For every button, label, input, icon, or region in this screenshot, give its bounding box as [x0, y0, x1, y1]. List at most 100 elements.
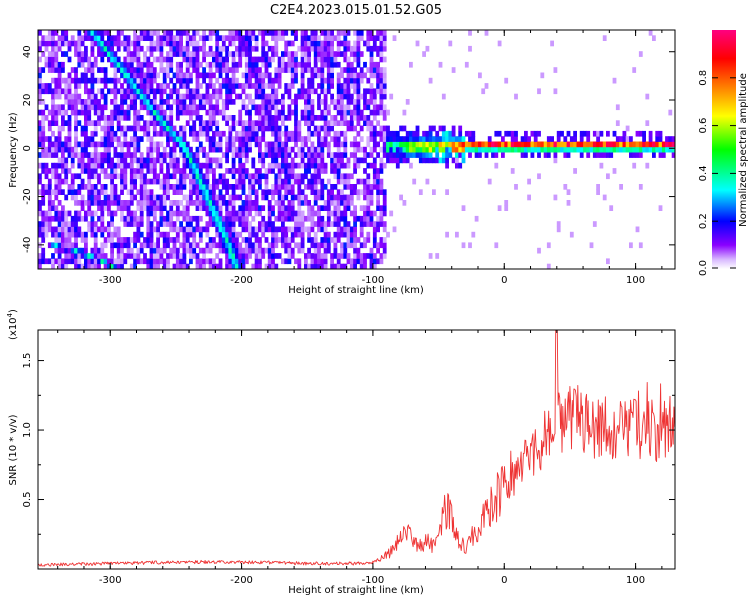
y-tick-label: 0.5: [22, 492, 33, 508]
spectrogram-cell: [218, 51, 223, 57]
spectrogram-cell: [84, 67, 88, 73]
spectrogram-cell: [212, 157, 216, 164]
spectrogram-cell: [304, 194, 308, 201]
spectrogram-cell: [143, 237, 147, 243]
spectrogram-cell: [238, 168, 243, 174]
spectrogram-cell: [228, 221, 233, 227]
spectrogram-cell: [589, 141, 594, 148]
spectrogram-cell: [258, 141, 262, 148]
spectrogram-cell: [356, 104, 361, 111]
spectrogram-cell: [330, 93, 334, 100]
spectrogram-cell: [326, 83, 331, 89]
spectrogram-cell: [317, 104, 321, 111]
spectrogram-cell: [162, 72, 167, 79]
spectrogram-cell: [100, 253, 105, 259]
spectrogram-cell: [67, 104, 72, 111]
spectrogram-cell: [61, 205, 65, 211]
spectrogram-cell: [533, 146, 538, 153]
spectrogram-cell: [57, 67, 62, 73]
spectrogram-cell: [215, 141, 220, 148]
spectrogram-cell: [304, 93, 308, 100]
spectrogram-cell: [248, 242, 252, 249]
spectrogram-cell: [261, 173, 266, 180]
spectrogram-cell: [326, 120, 331, 126]
spectrogram-cell: [445, 136, 449, 142]
spectrogram-cell: [218, 194, 223, 201]
spectrogram-cell: [54, 51, 59, 57]
spectrogram-cell: [47, 242, 52, 249]
spectrogram-cell: [244, 242, 249, 249]
spectrogram-cell: [274, 109, 279, 116]
spectrogram-cell: [87, 115, 92, 121]
spectrogram-cell: [185, 45, 190, 52]
spectrogram-cell: [553, 141, 558, 148]
spectrogram-cell: [129, 104, 134, 111]
spectrogram-cell: [218, 109, 223, 116]
spectrogram-cell: [353, 152, 357, 158]
spectrogram-cell: [198, 178, 203, 185]
spectrogram-cell: [182, 173, 187, 180]
spectrogram-cell: [113, 115, 118, 121]
spectrogram-cell: [231, 194, 236, 201]
spectrogram-cell: [100, 88, 105, 95]
spectrogram-cell: [162, 83, 167, 89]
spectrogram-cell: [67, 253, 72, 259]
spectrogram-cell: [284, 141, 289, 148]
spectrogram-cell: [244, 210, 249, 217]
spectrogram-cell: [599, 130, 604, 137]
spectrogram-cell: [152, 72, 157, 79]
spectrogram-cell: [317, 253, 321, 259]
spectrogram-cell: [658, 205, 663, 211]
spectrogram-cell: [41, 253, 46, 259]
spectrogram-cell: [349, 194, 354, 201]
spectrogram-cell: [120, 263, 124, 269]
spectrogram-cell: [57, 210, 62, 217]
spectrogram-cell: [64, 263, 69, 269]
spectrogram-cell: [47, 178, 52, 185]
spectrogram-cell: [143, 77, 147, 84]
spectrogram-cell: [149, 162, 154, 169]
spectrogram-cell: [192, 200, 197, 206]
spectrogram-cell: [284, 136, 289, 142]
spectrogram-cell: [405, 146, 410, 153]
spectrogram-cell: [146, 109, 151, 116]
spectrogram-cell: [51, 109, 55, 116]
spectrogram-cell: [300, 30, 305, 36]
spectrogram-cell: [156, 141, 160, 148]
spectrogram-cell: [648, 30, 653, 36]
spectrogram-cell: [225, 237, 229, 243]
spectrogram-cell: [107, 162, 111, 169]
spectrogram-cell: [97, 67, 101, 73]
spectrogram-cell: [51, 99, 55, 105]
spectrogram-cell: [215, 205, 220, 211]
spectrogram-cell: [182, 93, 187, 100]
spectrogram-cell: [294, 72, 298, 79]
spectrogram-cell: [90, 231, 95, 238]
spectrogram-cell: [64, 136, 69, 142]
spectrogram-cell: [166, 189, 170, 195]
spectrogram-cell: [379, 136, 384, 142]
spectrogram-cell: [326, 35, 331, 41]
spectrogram-cell: [304, 104, 308, 111]
spectrogram-cell: [87, 258, 92, 265]
spectrogram-cell: [340, 88, 344, 95]
spectrogram-cell: [382, 30, 387, 36]
spectrogram-cell: [300, 178, 305, 185]
spectrogram-cell: [189, 56, 193, 63]
spectrogram-cell: [244, 30, 249, 36]
spectrogram-cell: [41, 125, 46, 132]
spectrogram-cell: [642, 141, 646, 148]
spectrogram-cell: [320, 61, 325, 68]
spectrogram-cell: [326, 40, 331, 47]
spectrogram-cell: [126, 61, 131, 68]
spectrogram-cell: [297, 215, 302, 222]
spectrogram-cell: [310, 258, 315, 265]
spectrogram-cell: [41, 136, 46, 142]
spectrogram-cell: [64, 173, 69, 180]
spectrogram-cell: [330, 120, 334, 126]
spectrogram-cell: [38, 93, 42, 100]
spectrogram-cell: [346, 184, 351, 190]
spectrogram-cell: [563, 141, 568, 148]
spectrogram-cell: [162, 67, 167, 73]
spectrogram-cell: [386, 109, 390, 116]
